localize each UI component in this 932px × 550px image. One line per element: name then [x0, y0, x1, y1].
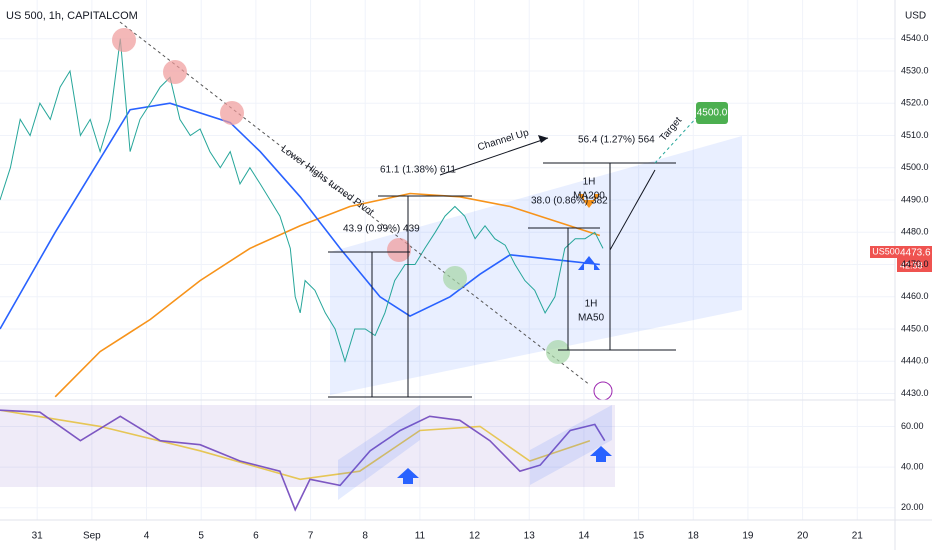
x-tick-label: 4 — [144, 531, 150, 542]
y-tick-label: 4500.0 — [901, 162, 929, 172]
series-line — [0, 409, 606, 512]
chart-title: US 500, 1h, CAPITALCOM — [6, 10, 138, 22]
series-line — [0, 38, 604, 364]
y-tick-label: 20.00 — [901, 502, 924, 512]
y-tick-label: 4530.0 — [901, 65, 929, 75]
annotation: MA50 — [578, 313, 605, 324]
price-tag — [897, 246, 932, 272]
series-line — [54, 192, 601, 398]
y-tick-label: 40.00 — [901, 461, 924, 471]
x-tick-label: 13 — [524, 531, 536, 542]
y-tick-label: 60.00 — [901, 421, 924, 431]
target-label: 4500.0 — [697, 108, 728, 119]
y-tick-label: 4430.0 — [901, 388, 929, 398]
y-tick-label: 4460.0 — [901, 291, 929, 301]
x-tick-label: 6 — [253, 531, 259, 542]
target-box — [696, 102, 728, 124]
symbol-label: US500 — [872, 246, 900, 256]
x-tick-label: 31 — [32, 531, 44, 542]
x-tick-label: 7 — [308, 531, 314, 542]
pivot-circles — [112, 28, 411, 262]
target-line — [654, 115, 699, 164]
arrow-rsi — [590, 446, 612, 462]
x-tick-label: 21 — [852, 531, 864, 542]
support-circles — [443, 266, 570, 364]
arrow — [439, 137, 549, 176]
y-tick-label: 4490.0 — [901, 194, 929, 204]
rsi-channel — [338, 405, 420, 500]
last-price: 4473.6 — [900, 248, 931, 259]
x-tick-label: 12 — [469, 531, 481, 542]
y-tick-label: 4540.0 — [901, 33, 929, 43]
y-tick-label: 4520.0 — [901, 98, 929, 108]
series-line — [0, 409, 591, 481]
x-tick-label: 5 — [198, 531, 204, 542]
annotation: 43.9 (0.99%) 439 — [343, 224, 420, 235]
countdown: 42:58 — [900, 260, 923, 270]
x-tick-label: 14 — [578, 531, 590, 542]
x-tick-label: 19 — [742, 531, 754, 542]
annotation: 38.0 (0.86%) 382 — [531, 196, 608, 207]
channel — [330, 136, 742, 395]
x-tick-label: 15 — [633, 531, 645, 542]
x-tick-label: 8 — [362, 531, 368, 542]
arrow-ma200 — [578, 194, 600, 208]
measurements — [328, 162, 676, 398]
rsi-channel — [530, 405, 612, 485]
rsi-band — [0, 405, 615, 487]
x-tick-label: Sep — [83, 531, 101, 542]
series-line — [0, 102, 600, 330]
arrowhead — [538, 135, 548, 143]
y-tick-label: 4450.0 — [901, 323, 929, 333]
arrow-rsi — [397, 468, 419, 484]
annotation: 1H — [583, 177, 596, 188]
y-tick-label: 4480.0 — [901, 227, 929, 237]
y-tick-label: 4470.0 — [901, 259, 929, 269]
x-tick-label: 18 — [688, 531, 700, 542]
annotation: MA200 — [573, 191, 605, 202]
arrow — [609, 169, 656, 251]
x-tick-label: 20 — [797, 531, 809, 542]
x-tick-label: 11 — [415, 531, 426, 542]
currency: USD — [905, 11, 926, 22]
y-tick-label: 4510.0 — [901, 130, 929, 140]
arrow-ma50 — [578, 256, 600, 270]
y-tick-label: 4440.0 — [901, 356, 929, 366]
trend-line — [119, 21, 591, 386]
annotation: 1H — [585, 299, 598, 310]
symbol-tag — [870, 246, 902, 258]
annotation: 61.1 (1.38%) 611 — [380, 165, 456, 176]
annotation: 56.4 (1.27%) 564 — [578, 135, 655, 146]
